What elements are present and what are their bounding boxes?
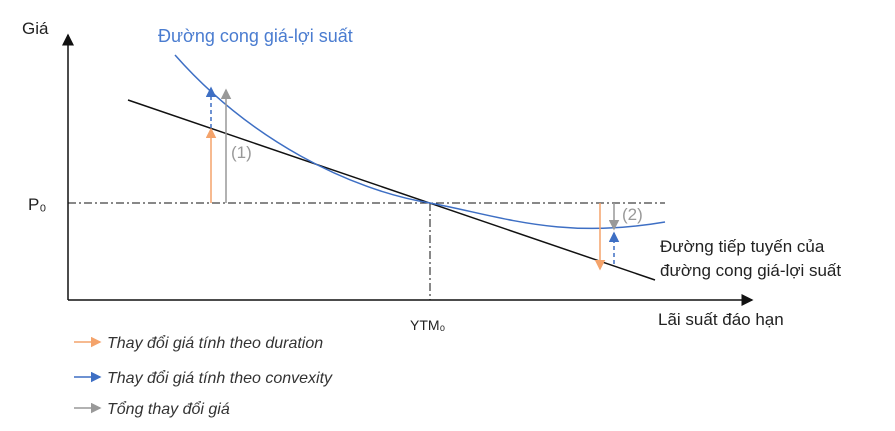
tangent-label: đường cong giá-lợi suất bbox=[660, 261, 841, 280]
x-axis-label: Lãi suất đáo hạn bbox=[658, 310, 784, 329]
tangent-line bbox=[127, 99, 656, 281]
p0-label: P₀ bbox=[28, 195, 46, 214]
ytm0-label: YTM₀ bbox=[410, 317, 446, 333]
curve-label: Đường cong giá-lợi suất bbox=[158, 26, 353, 46]
legend-label: Tổng thay đổi giá bbox=[107, 400, 230, 418]
legend-label: Thay đổi giá tính theo duration bbox=[107, 334, 323, 352]
marker-label: (1) bbox=[231, 143, 252, 162]
tangent-label: Đường tiếp tuyến của bbox=[660, 237, 825, 256]
legend-label: Thay đổi giá tính theo convexity bbox=[107, 369, 333, 387]
price-yield-curve bbox=[174, 54, 666, 230]
marker-label: (2) bbox=[622, 205, 643, 224]
y-axis-label: Giá bbox=[22, 19, 49, 38]
